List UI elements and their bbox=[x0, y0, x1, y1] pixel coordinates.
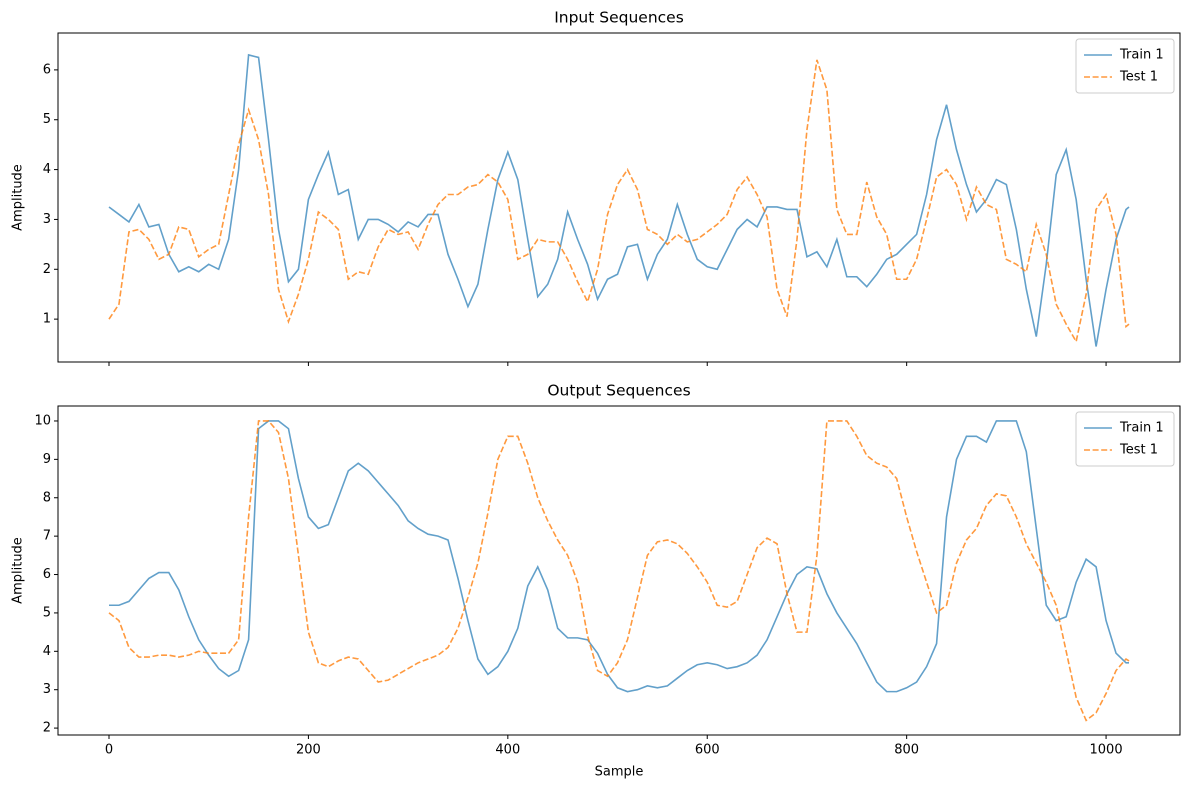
x-tick-label: 0 bbox=[105, 743, 113, 758]
y-tick-label: 2 bbox=[43, 721, 51, 736]
y-tick-label: 5 bbox=[43, 605, 51, 620]
y-tick-label: 1 bbox=[43, 312, 51, 327]
y-tick-label: 2 bbox=[43, 262, 51, 277]
axes-frame bbox=[57, 32, 1181, 363]
y-axis-label: Amplitude bbox=[11, 537, 26, 604]
legend-box bbox=[1075, 411, 1175, 467]
x-tick-label: 800 bbox=[894, 743, 919, 758]
y-tick-label: 6 bbox=[43, 62, 51, 77]
chart-title: Output Sequences bbox=[547, 382, 690, 400]
y-tick-label: 4 bbox=[43, 162, 51, 177]
data-line bbox=[108, 53, 1130, 347]
chart-title: Input Sequences bbox=[554, 9, 684, 27]
x-tick-label: 600 bbox=[695, 743, 720, 758]
y-tick-label: 9 bbox=[43, 452, 51, 467]
legend-label: Train 1 bbox=[1119, 421, 1164, 436]
x-axis-label: Sample bbox=[595, 765, 644, 780]
legend-label: Train 1 bbox=[1119, 48, 1164, 63]
y-tick-label: 3 bbox=[43, 682, 51, 697]
axes-frame bbox=[57, 405, 1181, 736]
y-tick-label: 5 bbox=[43, 112, 51, 127]
legend-label: Test 1 bbox=[1119, 443, 1158, 458]
y-axis-label: Amplitude bbox=[11, 164, 26, 231]
legend-box bbox=[1075, 38, 1175, 94]
x-tick-label: 1000 bbox=[1090, 743, 1123, 758]
data-line bbox=[109, 420, 1129, 693]
data-line bbox=[108, 59, 1130, 344]
y-tick-label: 7 bbox=[43, 529, 51, 544]
y-tick-label: 10 bbox=[34, 413, 51, 428]
y-tick-label: 3 bbox=[43, 212, 51, 227]
y-tick-label: 6 bbox=[43, 567, 51, 582]
legend-label: Test 1 bbox=[1119, 70, 1158, 85]
y-tick-label: 8 bbox=[43, 490, 51, 505]
y-tick-label: 4 bbox=[43, 644, 51, 659]
x-tick-label: 200 bbox=[296, 743, 321, 758]
x-tick-label: 400 bbox=[495, 743, 520, 758]
data-line bbox=[108, 420, 1130, 722]
